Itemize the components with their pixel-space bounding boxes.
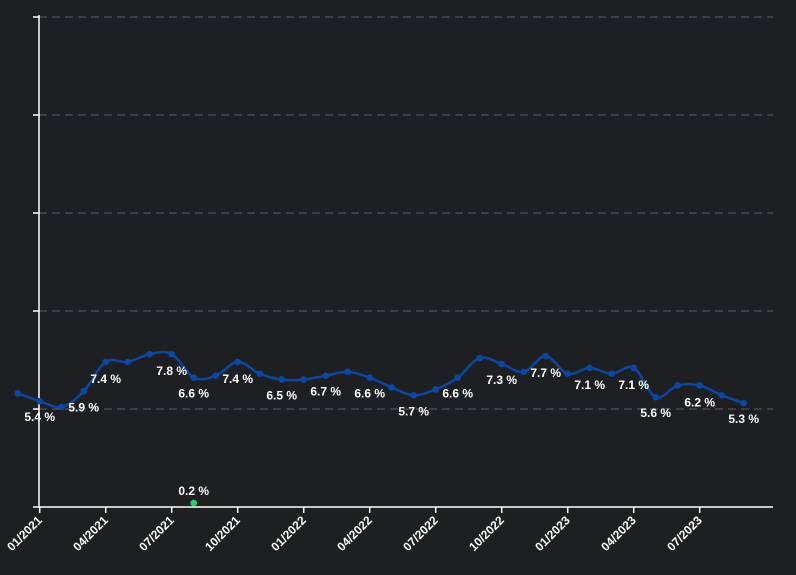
series-0-point [696,382,703,389]
series-lines [17,350,745,409]
series-0-point [740,399,747,407]
data-label: 7.7 % [530,366,561,380]
data-label: 7.3 % [486,373,517,387]
series-0-point [564,370,571,378]
x-tick-label: 07/2023 [664,513,705,554]
series-0-point [432,386,440,393]
data-label: 5.9 % [68,400,99,414]
data-labels: 5.4 % 5.9 % 7.4 % 7.8 % 6.6 % 7.4 % 6.5 % 6.7 %… [24,364,759,498]
series-0-point [124,358,131,366]
series-0-point [520,368,527,376]
series-0-point [146,350,153,358]
series-0-point [256,370,264,378]
series-0-point [102,358,109,366]
series-0-point [674,382,681,389]
data-label: 7.1 % [618,378,649,392]
series-0-point [300,376,308,383]
series-0-point [58,403,65,411]
x-tick-label: 10/2022 [466,513,507,554]
grid-lines [39,16,773,410]
x-tick-label: 04/2022 [334,513,375,554]
series-0-point [322,372,330,379]
series-0-point [212,372,219,379]
data-label: 0.2 % [178,484,209,498]
x-tick-labels: 01/2021 04/2021 07/2021 10/2021 01/2022 04/20… [4,513,705,554]
series-1-point [190,499,197,507]
series-0-point [14,390,21,397]
series-0-point [234,358,241,366]
series-0-point [718,391,725,399]
data-label: 7.8 % [156,364,187,378]
series-0-point [388,384,396,391]
data-label: 6.5 % [266,389,297,403]
series-0-point [652,393,659,401]
data-label: 6.6 % [178,387,209,401]
series-0-point [36,397,43,405]
series-0-point [476,354,484,362]
series-0-point [344,368,352,376]
series-0-point [80,388,87,395]
data-label: 5.7 % [398,404,429,418]
series-0-point [410,391,418,399]
x-tick-label: 04/2021 [70,513,111,554]
data-label: 5.6 % [640,406,671,420]
data-points [14,350,747,507]
series-0-point [586,364,593,372]
data-label: 5.3 % [728,412,759,426]
x-tick-label: 07/2022 [400,513,441,554]
series-0-point [278,376,286,383]
x-tick-label: 10/2021 [202,513,243,554]
x-tick-label: 01/2022 [268,513,309,554]
data-label: 7.4 % [222,372,253,386]
series-0-point [608,370,615,378]
x-tick-label: 07/2021 [136,513,177,554]
series-0-point [542,352,549,360]
data-label: 6.6 % [442,387,473,401]
x-tick-label: 01/2023 [532,513,573,554]
data-label: 5.4 % [24,410,55,424]
data-label: 6.2 % [684,395,715,409]
series-0-point [366,374,374,381]
series-0-point [454,374,462,381]
series-0-point [190,374,197,381]
axes [33,15,773,513]
series-0-point [498,360,506,368]
data-label: 6.7 % [310,385,341,399]
data-label: 6.6 % [354,387,385,401]
data-label: 7.1 % [574,378,605,392]
series-0-line [17,350,745,409]
series-0-point [630,364,637,372]
data-label: 7.4 % [90,372,121,386]
series-0-point [168,350,175,358]
x-tick-label: 04/2023 [598,513,639,554]
x-tick-label: 01/2021 [4,513,45,554]
